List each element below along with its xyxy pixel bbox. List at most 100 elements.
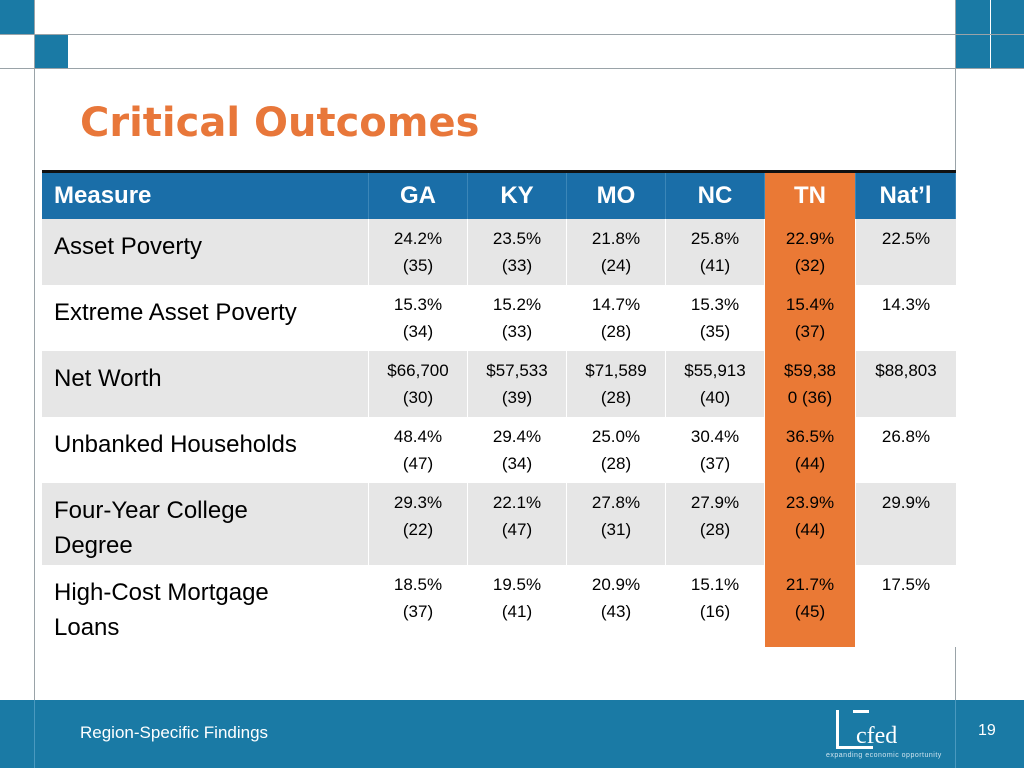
header-natl: Nat’l: [856, 173, 956, 219]
value-cell: 24.2% (35): [369, 219, 468, 285]
value-cell: 22.1% (47): [468, 483, 567, 565]
rank-text: (39): [501, 388, 533, 407]
value-text: $71,589: [585, 361, 647, 380]
measure-label: Unbanked Households: [54, 431, 297, 458]
footer-divider-right: [955, 700, 956, 768]
value-text: 29.4%: [492, 427, 542, 446]
header-nc: NC: [666, 173, 765, 219]
value-cell: 48.4% (47): [369, 417, 468, 483]
value-text: 26.8%: [881, 427, 931, 446]
rank-text: (47): [402, 454, 434, 473]
table-row: Asset Poverty 24.2% (35) 23.5% (33) 21.8% (24)…: [42, 219, 956, 285]
value-text: 15.1%: [690, 575, 740, 594]
value-cell: 15.1% (16): [666, 565, 765, 647]
measure-label: Degree: [54, 532, 133, 559]
frame-line-middle: [0, 68, 1024, 69]
value-cell: 27.9% (28): [666, 483, 765, 565]
value-text: 14.7%: [591, 295, 641, 314]
corner-square-top-right-4: [991, 35, 1024, 68]
table-body: Asset Poverty 24.2% (35) 23.5% (33) 21.8% (24)…: [42, 219, 956, 647]
value-cell: 15.3% (35): [666, 285, 765, 351]
value-text: 36.5%: [785, 427, 835, 446]
value-cell: 36.5% (44): [765, 417, 856, 483]
rank-text: 0 (36): [787, 388, 833, 407]
value-cell: 15.4% (37): [765, 285, 856, 351]
rank-text: (28): [699, 520, 731, 539]
header-mo: MO: [567, 173, 666, 219]
logo-tagline: expanding economic opportunity: [826, 752, 942, 759]
frame-line-left: [34, 0, 35, 700]
frame-line-top: [0, 34, 1024, 35]
cfed-logo: cfed expanding economic opportunity: [826, 708, 946, 764]
rank-text: (37): [794, 322, 826, 341]
value-cell: 23.9% (44): [765, 483, 856, 565]
corner-square-top-right-1: [956, 0, 990, 34]
rank-text: (43): [600, 602, 632, 621]
value-cell: $59,38 0 (36): [765, 351, 856, 417]
value-text: 15.2%: [492, 295, 542, 314]
value-cell: 30.4% (37): [666, 417, 765, 483]
rank-text: (37): [699, 454, 731, 473]
value-text: 14.3%: [881, 295, 931, 314]
value-text: 24.2%: [393, 229, 443, 248]
value-cell: 21.8% (24): [567, 219, 666, 285]
value-text: 27.9%: [690, 493, 740, 512]
rank-text: (44): [794, 520, 826, 539]
rank-text: (40): [699, 388, 731, 407]
corner-square-inner-left: [35, 35, 68, 68]
value-cell: 26.8%: [856, 417, 956, 483]
value-text: $59,38: [784, 361, 836, 380]
measure-cell: Asset Poverty: [42, 219, 369, 285]
rank-text: (34): [402, 322, 434, 341]
value-cell: 14.7% (28): [567, 285, 666, 351]
measure-label: Four-Year College: [54, 497, 248, 524]
outcomes-table: Measure GA KY MO NC TN Nat’l Asset Pover…: [42, 170, 956, 647]
rank-text: (37): [402, 602, 434, 621]
header-ky: KY: [468, 173, 567, 219]
value-cell: 25.8% (41): [666, 219, 765, 285]
footer-divider-left: [34, 700, 35, 768]
rank-text: (33): [501, 322, 533, 341]
value-cell: 18.5% (37): [369, 565, 468, 647]
value-text: 29.3%: [393, 493, 443, 512]
table-row: Net Worth $66,700 (30) $57,533 (39) $71,589 (2…: [42, 351, 956, 417]
measure-label: Asset Poverty: [54, 233, 203, 260]
value-cell: $88,803: [856, 351, 956, 417]
measure-cell: High-Cost Mortgage Loans: [42, 565, 369, 647]
value-cell: $57,533 (39): [468, 351, 567, 417]
value-text: 15.3%: [690, 295, 740, 314]
measure-cell: Extreme Asset Poverty: [42, 285, 369, 351]
logo-wordmark: cfed: [856, 723, 898, 749]
logo-bracket-icon: [836, 710, 873, 749]
rank-text: (35): [402, 256, 434, 275]
value-cell: 15.2% (33): [468, 285, 567, 351]
value-cell: 29.4% (34): [468, 417, 567, 483]
value-cell: 25.0% (28): [567, 417, 666, 483]
value-text: 22.1%: [492, 493, 542, 512]
rank-text: (30): [402, 388, 434, 407]
table-row: Unbanked Households 48.4% (47) 29.4% (34) 25.…: [42, 417, 956, 483]
value-text: 15.3%: [393, 295, 443, 314]
value-cell: 22.5%: [856, 219, 956, 285]
rank-text: (31): [600, 520, 632, 539]
value-text: 21.8%: [591, 229, 641, 248]
value-cell: $55,913 (40): [666, 351, 765, 417]
measure-label: Loans: [54, 614, 120, 641]
value-text: 17.5%: [881, 575, 931, 594]
header-ga: GA: [369, 173, 468, 219]
value-text: 18.5%: [393, 575, 443, 594]
measure-label: High-Cost Mortgage: [54, 579, 269, 606]
value-text: $57,533: [486, 361, 548, 380]
value-text: 21.7%: [785, 575, 835, 594]
rank-text: (22): [402, 520, 434, 539]
measure-cell: Net Worth: [42, 351, 369, 417]
value-text: 25.8%: [690, 229, 740, 248]
value-cell: 29.9%: [856, 483, 956, 565]
value-text: 23.9%: [785, 493, 835, 512]
header-measure: Measure: [42, 173, 369, 219]
value-text: 25.0%: [591, 427, 641, 446]
table-row: Four-Year College Degree 29.3% (22) 22.1% (47…: [42, 483, 956, 565]
rank-text: (32): [794, 256, 826, 275]
value-cell: 19.5% (41): [468, 565, 567, 647]
value-text: 15.4%: [785, 295, 835, 314]
